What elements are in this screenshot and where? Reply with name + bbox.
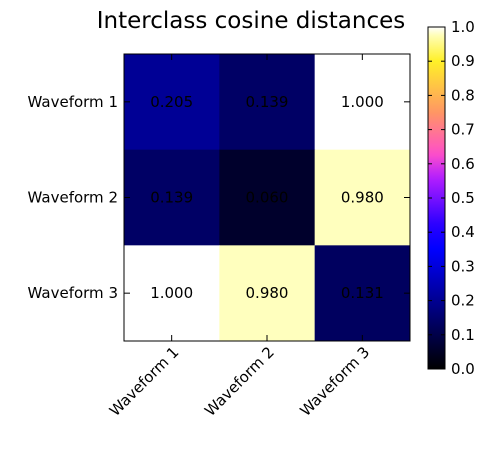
column-tick-label: Waveform 2 [201,343,278,420]
cell-value-label: 0.980 [341,189,384,207]
row-tick-label: Waveform 1 [28,93,118,111]
colorbar-tick-label: 0.2 [451,292,475,310]
row-tick-label: Waveform 2 [28,189,118,207]
heatmap-cells [124,54,411,342]
cell-value-label: 0.131 [341,284,384,302]
cell-value-label: 0.060 [246,189,289,207]
heatmap-cell [124,245,220,342]
cell-value-label: 1.000 [150,284,193,302]
colorbar [428,27,445,369]
colorbar-tick-label: 1.0 [451,18,475,36]
heatmap-cell [124,149,220,246]
heatmap-cell [314,245,411,342]
heatmap-cell [219,245,316,342]
cell-value-label: 0.139 [150,189,193,207]
column-tick-label: Waveform 3 [296,343,373,420]
cell-value-label: 0.139 [246,93,289,111]
heatmap-cell [124,54,220,151]
colorbar-tick-label: 0.6 [451,155,475,173]
colorbar-tick-label: 0.0 [451,360,475,378]
chart-title: Interclass cosine distances [97,8,405,34]
heatmap-cell [314,149,411,246]
heatmap-cell [219,54,316,151]
heatmap-cell-labels: 0.205 0.139 1.000 0.139 0.060 0.980 1.000 0.980… [150,93,384,302]
cell-value-label: 0.980 [246,284,289,302]
colorbar-tick-label: 0.5 [451,189,475,207]
heatmap-cell [314,54,411,151]
axis-ticks [124,54,410,341]
colorbar-tick-label: 0.9 [451,52,475,70]
colorbar-ticks: 0.0 0.1 0.2 0.3 0.4 0.5 0.6 0.7 0.8 0.9 1.0 [428,18,475,378]
colorbar-tick-label: 0.3 [451,257,475,275]
row-tick-labels: Waveform 1 Waveform 2 Waveform 3 [28,93,118,302]
heatmap-cell [219,149,316,246]
cell-value-label: 0.205 [150,93,193,111]
colorbar-tick-label: 0.8 [451,86,475,104]
column-tick-labels: Waveform 1 Waveform 2 Waveform 3 [106,343,373,420]
colorbar-tick-label: 0.1 [451,326,475,344]
colorbar-tick-label: 0.4 [451,223,475,241]
cell-value-label: 1.000 [341,93,384,111]
colorbar-tick-label: 0.7 [451,121,475,139]
row-tick-label: Waveform 3 [28,284,118,302]
column-tick-label: Waveform 1 [106,343,183,420]
